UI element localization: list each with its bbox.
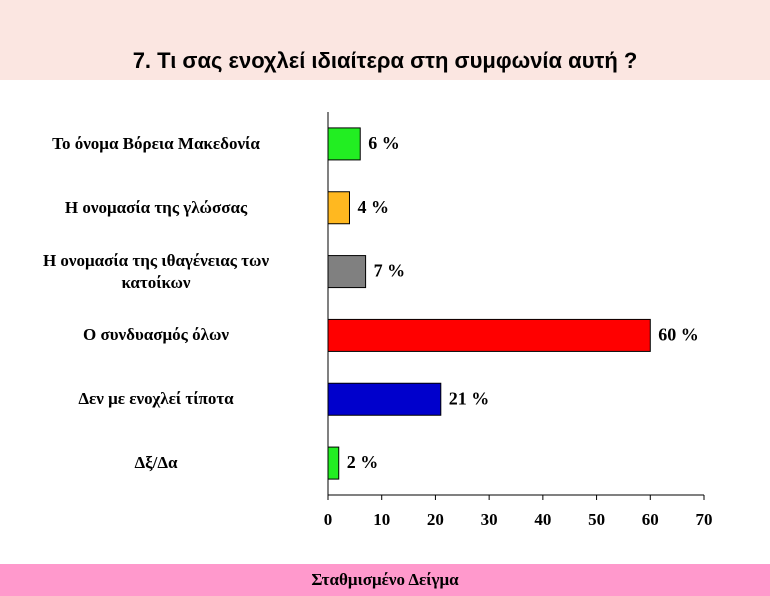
bar bbox=[327, 446, 340, 480]
value-label: 7 % bbox=[374, 261, 406, 281]
footer: Σταθμισμένο Δείγμα bbox=[311, 570, 459, 589]
category-label: Ο συνδυασμός όλων bbox=[83, 325, 229, 345]
x-tick-label: 60 bbox=[642, 510, 659, 529]
x-tick-label: 50 bbox=[588, 510, 605, 529]
footer-band bbox=[0, 564, 770, 596]
value-label: 4 % bbox=[357, 197, 389, 217]
bar bbox=[327, 191, 350, 225]
x-tick-label: 0 bbox=[324, 510, 333, 529]
x-tick-label: 20 bbox=[427, 510, 444, 529]
x-tick-label: 70 bbox=[696, 510, 713, 529]
bar bbox=[327, 382, 442, 416]
value-label: 6 % bbox=[368, 133, 400, 153]
category-label: Δεν με ενοχλεί τίποτα bbox=[78, 389, 234, 409]
category-label: Η ονομασία της ιθαγένειας των κατοίκων bbox=[42, 250, 270, 292]
bar bbox=[327, 318, 651, 352]
title-band bbox=[0, 0, 770, 80]
category-label: Δξ/Δα bbox=[134, 453, 178, 473]
bar bbox=[327, 127, 361, 161]
x-tick-label: 10 bbox=[373, 510, 390, 529]
x-tick-label: 30 bbox=[481, 510, 498, 529]
bar bbox=[327, 255, 367, 289]
category-label: Η ονομασία της γλώσσας bbox=[64, 197, 248, 217]
category-label: Το όνομα Βόρεια Μακεδονία bbox=[52, 133, 260, 153]
x-tick-label: 40 bbox=[534, 510, 551, 529]
value-label: 21 % bbox=[449, 388, 490, 408]
value-label: 60 % bbox=[658, 325, 699, 345]
chart-title: 7. Τι σας ενοχλεί ιδιαίτερα στη συμφωνία… bbox=[133, 48, 638, 73]
value-label: 2 % bbox=[347, 452, 379, 472]
